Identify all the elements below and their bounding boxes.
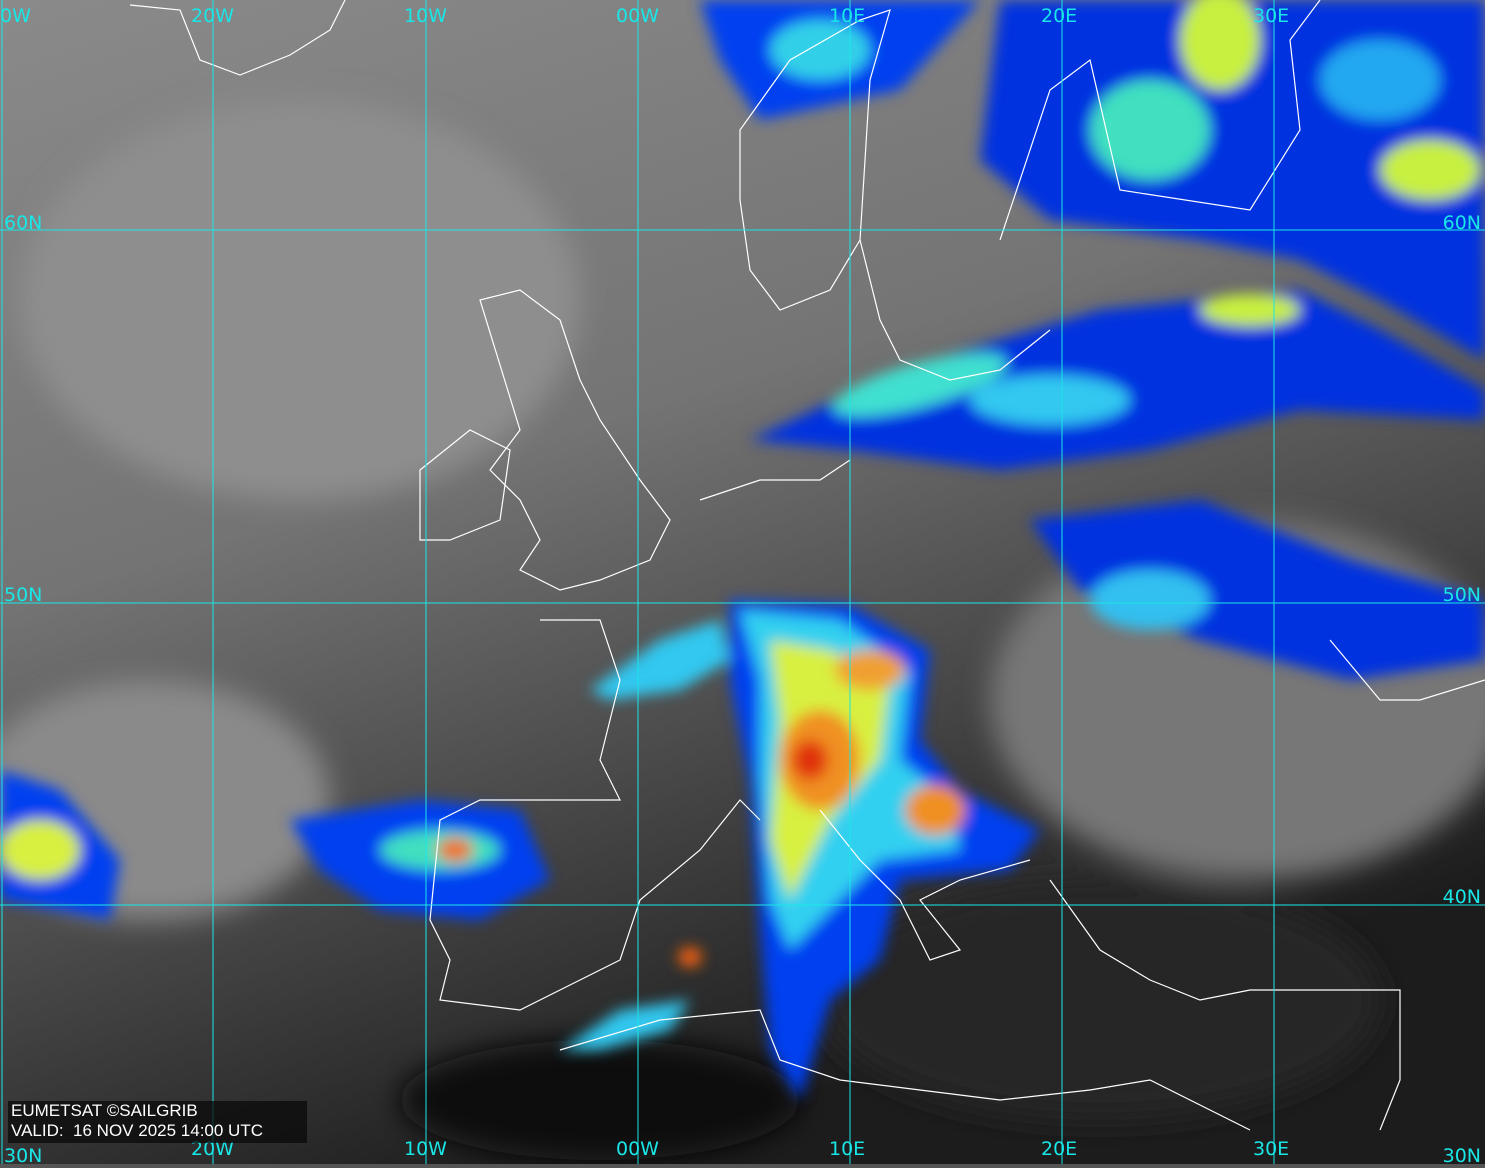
lon-label-bottom: 20W [191, 1138, 234, 1160]
valid-time-line: VALID: 16 NOV 2025 14:00 UTC [11, 1121, 307, 1141]
lat-label-left: 50N [4, 584, 43, 606]
lon-label-top: 10W [404, 5, 447, 27]
lon-label-bottom: 20E [1041, 1138, 1078, 1160]
lon-label-top: 30E [1253, 5, 1290, 27]
lat-label-left: 60N [4, 212, 43, 234]
lon-label-top: 00W [616, 5, 659, 27]
lat-label-left: 30N [4, 1145, 43, 1167]
coastlines [129, 0, 1485, 1131]
lon-label-bottom: 00W [616, 1138, 659, 1160]
lat-label-right: 30N [1442, 1145, 1481, 1167]
lat-label-right: 50N [1442, 584, 1481, 606]
valid-label: VALID: [11, 1121, 64, 1140]
source-credit: EUMETSAT ©SAILGRIB [11, 1101, 198, 1120]
lon-label-top: 10E [829, 5, 866, 27]
cold-cloud-tops [0, 0, 1485, 1100]
lon-label-top: 0W [0, 5, 31, 27]
lon-label-top: 20W [191, 5, 234, 27]
lat-label-right: 60N [1442, 212, 1481, 234]
lat-label-right: 40N [1442, 886, 1481, 908]
lon-label-top: 20E [1041, 5, 1078, 27]
valid-time: 16 NOV 2025 14:00 UTC [73, 1121, 263, 1140]
lon-label-bottom: 10W [404, 1138, 447, 1160]
image-caption: EUMETSAT ©SAILGRIB VALID: 16 NOV 2025 14… [8, 1101, 307, 1143]
lon-label-bottom: 30E [1253, 1138, 1290, 1160]
lon-label-bottom: 10E [829, 1138, 866, 1160]
